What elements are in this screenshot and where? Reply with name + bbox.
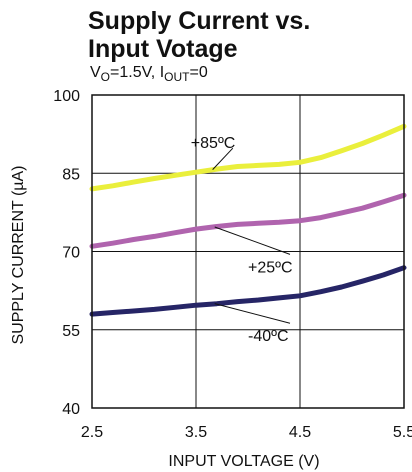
annotation-leader-1 <box>214 226 291 255</box>
y-tick-labels: 40 55 70 85 100 <box>53 88 80 418</box>
x-tick-label-0: 2.5 <box>81 424 103 441</box>
grid <box>92 95 404 408</box>
y-tick-label-4: 100 <box>53 88 80 105</box>
annotation-label-1: +25ºC <box>248 259 293 276</box>
annotation-leader-0 <box>212 147 234 170</box>
subtitle-i-rest: =0 <box>189 64 207 81</box>
chart-subtitle: VO=1.5V, IOUT=0 <box>90 64 208 84</box>
y-tick-label-2: 70 <box>62 245 80 262</box>
x-tick-label-1: 3.5 <box>185 424 207 441</box>
x-tick-label-2: 4.5 <box>289 424 311 441</box>
chart-title-line-2: Input Votage <box>88 35 238 63</box>
series-line-0 <box>89 123 407 192</box>
y-tick-label-0: 40 <box>62 401 80 418</box>
subtitle-v-subscript: O <box>101 70 110 84</box>
x-tick-label-3: 5.5 <box>393 424 412 441</box>
annotation-label-2: -40ºC <box>248 328 289 345</box>
y-axis-label: SUPPLY CURRENT (µA) <box>10 165 27 344</box>
chart-title-line-1: Supply Current vs. <box>88 7 310 35</box>
series-layer <box>89 123 407 317</box>
series-line-2 <box>89 265 407 317</box>
subtitle-i-subscript: OUT <box>164 70 190 84</box>
subtitle-v-rest: =1.5V, I <box>110 64 164 81</box>
annotation-leader-2 <box>214 303 291 324</box>
annotations: +85ºC +25ºC -40ºC <box>191 135 293 345</box>
x-tick-labels: 2.5 3.5 4.5 5.5 <box>81 424 412 441</box>
plot-frame <box>91 94 405 409</box>
x-axis-label: INPUT VOLTAGE (V) <box>168 453 319 470</box>
annotation-label-0: +85ºC <box>191 135 236 152</box>
y-tick-label-1: 55 <box>62 323 80 340</box>
subtitle-v: V <box>90 64 101 81</box>
y-tick-label-3: 85 <box>62 166 80 183</box>
series-line-1 <box>89 192 407 249</box>
